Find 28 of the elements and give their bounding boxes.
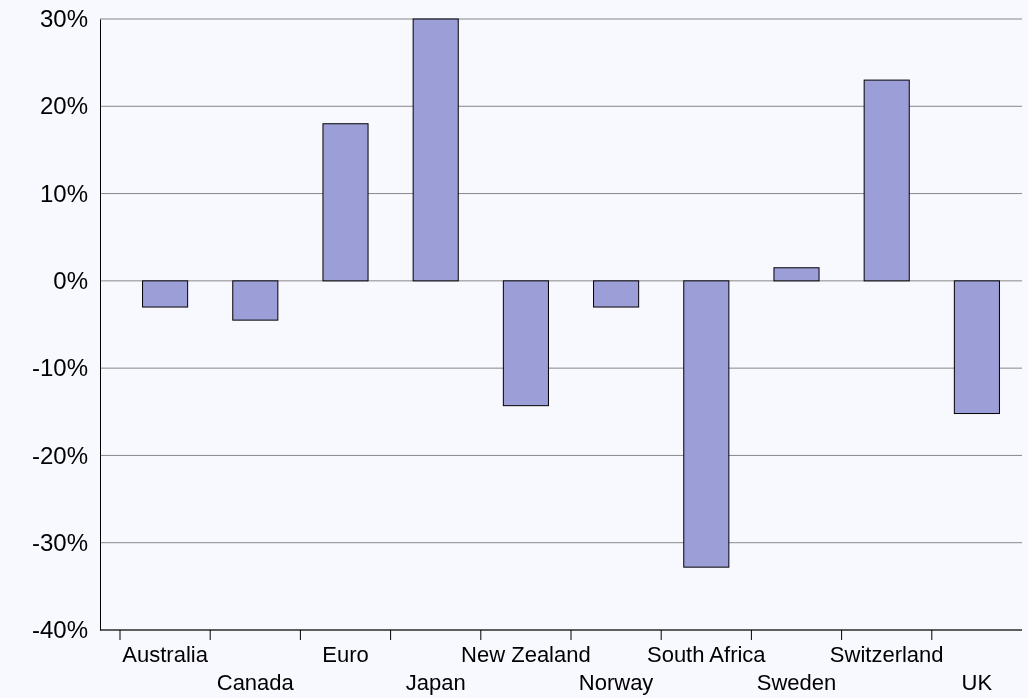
bar xyxy=(502,280,549,407)
x-tick-label: Norway xyxy=(578,670,654,695)
x-tick-label: South Africa xyxy=(646,642,767,667)
y-tick-label: 10% xyxy=(39,179,88,207)
bar xyxy=(142,280,189,308)
y-tick-label: -10% xyxy=(31,354,88,382)
x-tick-label: Sweden xyxy=(756,670,837,695)
y-tick-label: -40% xyxy=(31,616,88,644)
bar xyxy=(412,18,459,282)
bar xyxy=(232,280,279,321)
y-tick-label: 30% xyxy=(39,5,88,33)
y-tick-label: 20% xyxy=(39,92,88,120)
x-tick-label: Canada xyxy=(216,670,295,695)
y-tick-label: -20% xyxy=(31,441,88,469)
bar xyxy=(322,123,369,282)
bar xyxy=(593,280,640,308)
bar xyxy=(953,280,1000,415)
x-tick-label: New Zealand xyxy=(461,642,591,667)
x-tick-label: Australia xyxy=(122,642,209,667)
y-tick-label: 0% xyxy=(53,267,88,295)
x-tick-label: UK xyxy=(961,670,993,695)
bar xyxy=(683,280,730,568)
x-tick-label: Switzerland xyxy=(829,642,944,667)
bar xyxy=(863,79,910,282)
y-tick-label: -30% xyxy=(31,528,88,556)
bar xyxy=(773,267,820,282)
x-tick-label: Japan xyxy=(405,670,466,695)
x-tick-label: Euro xyxy=(322,642,369,667)
